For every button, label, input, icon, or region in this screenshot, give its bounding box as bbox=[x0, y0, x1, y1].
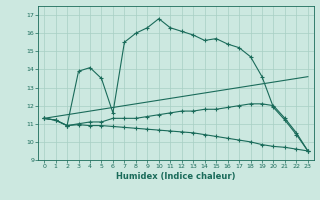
X-axis label: Humidex (Indice chaleur): Humidex (Indice chaleur) bbox=[116, 172, 236, 181]
